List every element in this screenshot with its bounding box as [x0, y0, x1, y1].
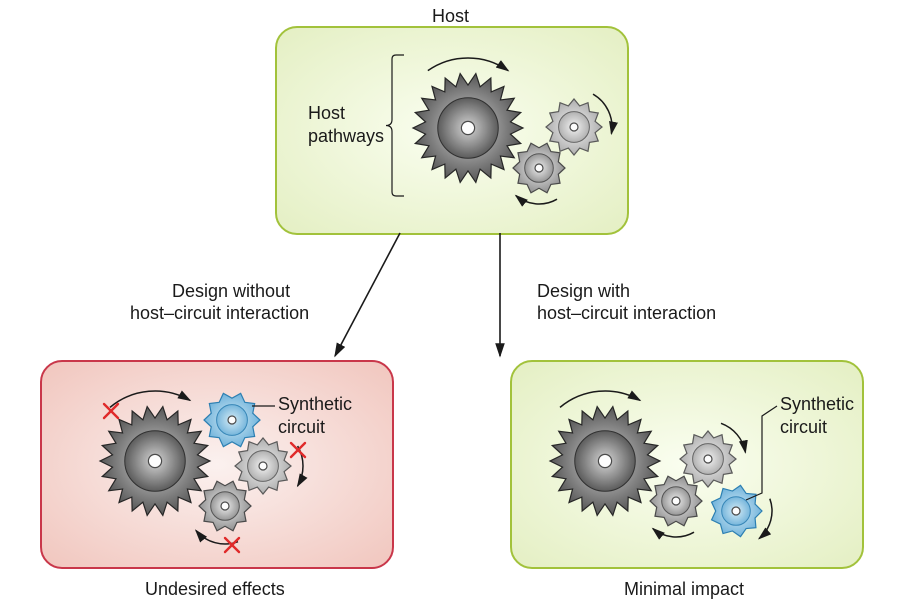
rotation-arc-host_large [428, 58, 508, 71]
rotation-arc-left_large [110, 391, 190, 407]
red-x-icon [225, 538, 239, 552]
gear-host_large [413, 74, 523, 183]
leader-syn-right [746, 406, 777, 500]
label-synthetic-left: Synthetic circuit [278, 393, 352, 438]
red-x-icon [291, 443, 305, 457]
svg-layer [0, 0, 900, 601]
diagram-canvas: Host Host pathways Design without host–c… [0, 0, 900, 601]
rotation-arc-left_gray2 [196, 530, 238, 544]
gear-host_small2 [546, 99, 602, 155]
label-design-without-1: Design without [172, 280, 290, 303]
label-design-with-1: Design with [537, 280, 630, 303]
gear-left_gray2 [199, 481, 251, 530]
label-undesired: Undesired effects [145, 578, 285, 601]
gear-right_gray2 [680, 431, 736, 487]
rotation-arc-right_blue [759, 499, 772, 539]
label-design-with-2: host–circuit interaction [537, 302, 716, 325]
label-minimal: Minimal impact [624, 578, 744, 601]
bracket-host-pathways [386, 55, 404, 196]
gear-host_small1 [513, 143, 565, 192]
label-synthetic-right: Synthetic circuit [780, 393, 854, 438]
rotation-arc-host_small1 [516, 196, 557, 204]
rotation-arc-right_large [560, 391, 640, 407]
rotation-arc-right_gray1 [653, 529, 694, 537]
gear-right_blue [712, 485, 762, 536]
label-host-pathways: Host pathways [308, 102, 384, 147]
gear-left_large [100, 407, 210, 516]
flow-arrow-left [335, 233, 400, 356]
gear-left_blue [204, 393, 260, 446]
label-design-without-2: host–circuit interaction [130, 302, 309, 325]
gear-left_gray1 [235, 438, 291, 494]
label-host-title: Host [432, 5, 469, 28]
gear-right_large [550, 407, 660, 516]
